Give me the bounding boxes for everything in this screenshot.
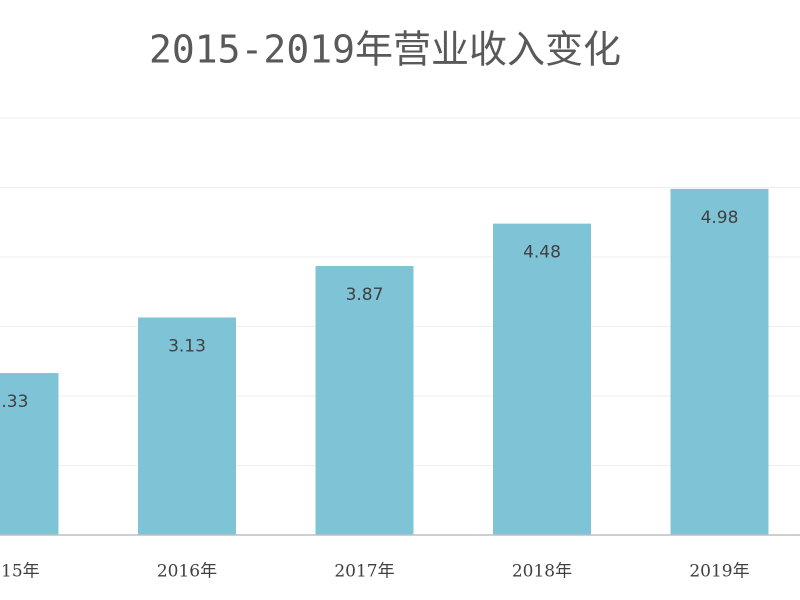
x-tick-label: 2017年 <box>334 562 394 582</box>
data-label: 3.13 <box>168 336 206 356</box>
bar <box>0 373 59 535</box>
bar <box>138 317 236 535</box>
bar <box>670 188 769 535</box>
bar <box>493 223 591 535</box>
data-label: 3.87 <box>346 285 384 305</box>
bar <box>315 266 414 535</box>
data-label: 4.48 <box>523 243 561 263</box>
x-tick-label: 2019年 <box>689 562 749 582</box>
x-tick-label: 2016年 <box>157 562 217 582</box>
chart-title: 2015-2019年营业收入变化 <box>149 28 621 72</box>
data-label: 4.98 <box>701 208 739 228</box>
x-tick-label: 2015年 <box>0 562 40 582</box>
x-tick-label: 2018年 <box>512 562 572 582</box>
data-label: 2.33 <box>0 392 28 412</box>
